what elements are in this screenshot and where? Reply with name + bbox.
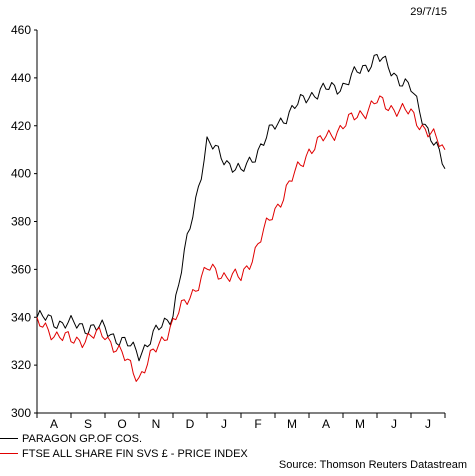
y-tick-label: 300 (11, 406, 31, 420)
y-tick-label: 340 (11, 310, 31, 324)
series-line-0 (36, 54, 446, 362)
x-tick-label: A (50, 417, 58, 431)
legend-label-ftse: FTSE ALL SHARE FIN SVS £ - PRICE INDEX (22, 447, 248, 460)
y-tick-label: 380 (11, 215, 31, 229)
x-tick-label: J (425, 417, 431, 431)
legend-swatch-ftse (0, 453, 18, 454)
y-tick-label: 360 (11, 262, 31, 276)
x-tick-label: M (355, 417, 365, 431)
x-tick-label: O (117, 417, 126, 431)
y-tick-label: 420 (11, 119, 31, 133)
series-line-1 (36, 95, 446, 382)
chart-legend: PARAGON GP.OF COS. FTSE ALL SHARE FIN SV… (0, 431, 248, 461)
x-tick-label: D (186, 417, 195, 431)
x-tick-label: M (287, 417, 297, 431)
x-tick-label: J (391, 417, 397, 431)
y-axis-ticks: 300 320 340 360 380 400 420 440 460 (11, 23, 37, 420)
chart-axes (36, 30, 445, 414)
x-tick-label: F (254, 417, 261, 431)
chart-date: 29/7/15 (410, 6, 447, 18)
y-tick-label: 460 (11, 23, 31, 37)
x-tick-label: S (84, 417, 92, 431)
chart-series (36, 54, 446, 382)
x-tick-label: A (322, 417, 330, 431)
source-note: Source: Thomson Reuters Datastream (278, 459, 467, 471)
legend-swatch-paragon (0, 438, 18, 439)
y-tick-label: 320 (11, 358, 31, 372)
legend-item-ftse: FTSE ALL SHARE FIN SVS £ - PRICE INDEX (0, 446, 248, 461)
y-tick-label: 400 (11, 167, 31, 181)
x-tick-label: N (152, 417, 161, 431)
legend-item-paragon: PARAGON GP.OF COS. (0, 431, 248, 446)
y-tick-label: 440 (11, 71, 31, 85)
x-tick-label: J (221, 417, 227, 431)
legend-label-paragon: PARAGON GP.OF COS. (22, 432, 143, 445)
